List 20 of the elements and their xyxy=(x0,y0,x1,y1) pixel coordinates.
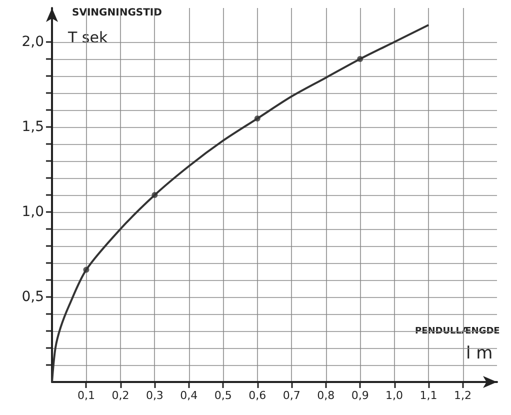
x-axis-title: PENDULLÆNGDE xyxy=(415,326,500,336)
x-tick-label: 0,2 xyxy=(112,389,130,402)
annotation: T sek xyxy=(67,28,108,46)
x-tick-label: 0,8 xyxy=(317,389,335,402)
y-tick-label: 1,5 xyxy=(22,119,44,135)
x-tick-label: 1,0 xyxy=(386,389,404,402)
y-tick-label: 1,0 xyxy=(22,204,44,220)
x-tick-label: 1,1 xyxy=(420,389,438,402)
x-tick-label: 0,3 xyxy=(146,389,164,402)
x-tick-label: 0,6 xyxy=(248,389,266,402)
x-tick-label: 0,7 xyxy=(282,389,300,402)
y-tick-label: 0,5 xyxy=(22,289,44,305)
y-axis-title: SVINGNINGSTID xyxy=(72,8,162,18)
x-tick-label: 0,4 xyxy=(180,389,198,402)
annotation: l m xyxy=(466,344,493,364)
x-tick-label: 0,5 xyxy=(214,389,232,402)
y-tick-label: 2,0 xyxy=(22,34,44,50)
x-tick-label: 1,2 xyxy=(454,389,472,402)
x-tick-label: 0,1 xyxy=(77,389,95,402)
x-tick-label: 0,9 xyxy=(351,389,369,402)
